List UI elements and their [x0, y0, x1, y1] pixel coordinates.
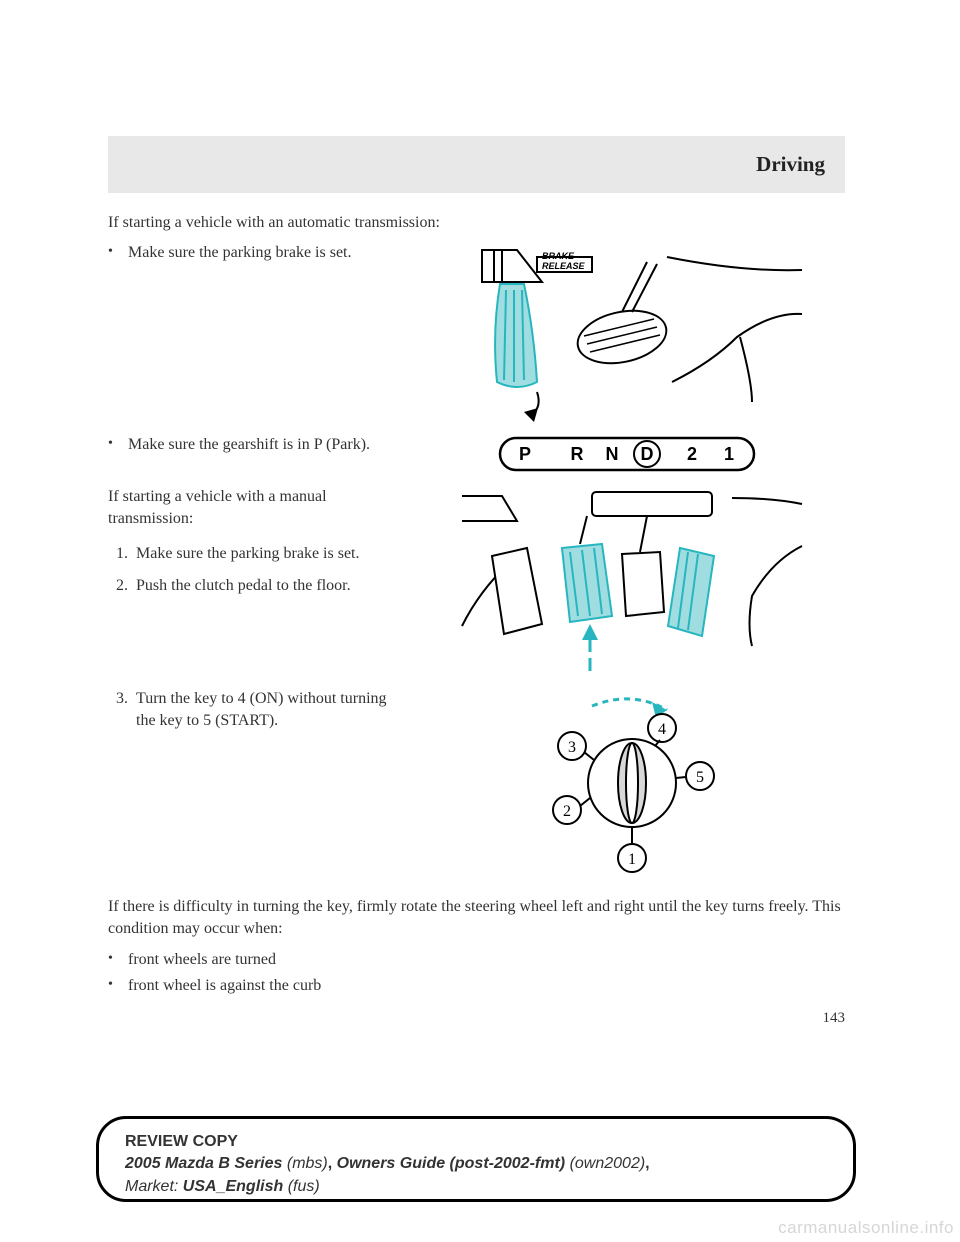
footer-market: USA_English — [183, 1178, 283, 1195]
svg-text:R: R — [570, 444, 583, 464]
list-text: Make sure the parking brake is set. — [136, 543, 408, 565]
list-text: Push the clutch pedal to the floor. — [136, 575, 408, 597]
bullet-marker: • — [108, 242, 128, 264]
svg-text:D: D — [640, 444, 653, 464]
bullet-marker: • — [108, 434, 128, 456]
diagram-brake-release: BRAKE RELEASE — [408, 242, 845, 422]
svg-text:P: P — [518, 444, 530, 464]
diagram-gearshift: P R N D 2 1 — [408, 434, 845, 474]
bullet-item: • front wheel is against the curb — [108, 977, 845, 995]
footer-fus: (fus) — [283, 1178, 319, 1195]
intro-automatic: If starting a vehicle with an automatic … — [108, 214, 845, 232]
footer-comma2: , — [645, 1155, 649, 1172]
list-number: 2. — [108, 575, 136, 597]
svg-text:2: 2 — [563, 803, 571, 820]
watermark: carmanualsonline.info — [778, 1218, 954, 1238]
brake-release-label: BRAKE — [542, 251, 575, 261]
diagram-clutch-pedals — [408, 486, 845, 676]
svg-text:5: 5 — [696, 769, 704, 786]
brake-release-label2: RELEASE — [542, 261, 586, 271]
svg-text:N: N — [605, 444, 618, 464]
footer-market-label: Market: — [125, 1178, 183, 1195]
svg-text:4: 4 — [658, 721, 666, 738]
row-manual: If starting a vehicle with a manual tran… — [108, 486, 845, 676]
footer-guide: Owners Guide (post-2002-fmt) — [337, 1155, 565, 1172]
list-item: 1. Make sure the parking brake is set. — [108, 543, 408, 565]
closing-paragraph: If there is difficulty in turning the ke… — [108, 896, 845, 941]
page-content: If starting a vehicle with an automatic … — [108, 214, 845, 1003]
bullet-item: • front wheels are turned — [108, 951, 845, 969]
footer-own: (own2002) — [565, 1155, 645, 1172]
text-col-manual: If starting a vehicle with a manual tran… — [108, 486, 408, 608]
row-gearshift: • Make sure the gearshift is in P (Park)… — [108, 434, 845, 474]
row-brake: • Make sure the parking brake is set. — [108, 242, 845, 422]
text-col-brake: • Make sure the parking brake is set. — [108, 242, 408, 272]
footer-comma: , — [328, 1155, 337, 1172]
text-col-gearshift: • Make sure the gearshift is in P (Park)… — [108, 434, 408, 464]
text-col-ignition: 3. Turn the key to 4 (ON) without turnin… — [108, 688, 408, 743]
svg-text:1: 1 — [628, 851, 636, 868]
bullet-text: Make sure the parking brake is set. — [128, 242, 408, 264]
footer-model: 2005 Mazda B Series — [125, 1155, 282, 1172]
bullet-marker: • — [108, 977, 128, 995]
list-number: 1. — [108, 543, 136, 565]
page-number: 143 — [823, 1010, 846, 1027]
diagram-ignition-key: 1 2 3 4 5 — [408, 688, 845, 878]
svg-text:1: 1 — [723, 444, 733, 464]
footer-box: REVIEW COPY 2005 Mazda B Series (mbs), O… — [96, 1116, 856, 1202]
bullet-marker: • — [108, 951, 128, 969]
svg-text:2: 2 — [686, 444, 696, 464]
section-title: Driving — [756, 152, 825, 177]
bullet-text: front wheels are turned — [128, 951, 845, 969]
row-ignition: 3. Turn the key to 4 (ON) without turnin… — [108, 688, 845, 878]
list-number: 3. — [108, 688, 136, 733]
intro-manual: If starting a vehicle with a manual tran… — [108, 486, 408, 531]
bullet-text: front wheel is against the curb — [128, 977, 845, 995]
list-item: 3. Turn the key to 4 (ON) without turnin… — [108, 688, 408, 733]
bullet-item: • Make sure the gearshift is in P (Park)… — [108, 434, 408, 456]
list-item: 2. Push the clutch pedal to the floor. — [108, 575, 408, 597]
bullet-text: Make sure the gearshift is in P (Park). — [128, 434, 408, 456]
footer-review-copy: REVIEW COPY — [125, 1133, 238, 1150]
list-text: Turn the key to 4 (ON) without turning t… — [136, 688, 408, 733]
bullet-item: • Make sure the parking brake is set. — [108, 242, 408, 264]
section-header: Driving — [108, 136, 845, 193]
svg-text:3: 3 — [568, 739, 576, 756]
footer-mbs: (mbs) — [282, 1155, 327, 1172]
